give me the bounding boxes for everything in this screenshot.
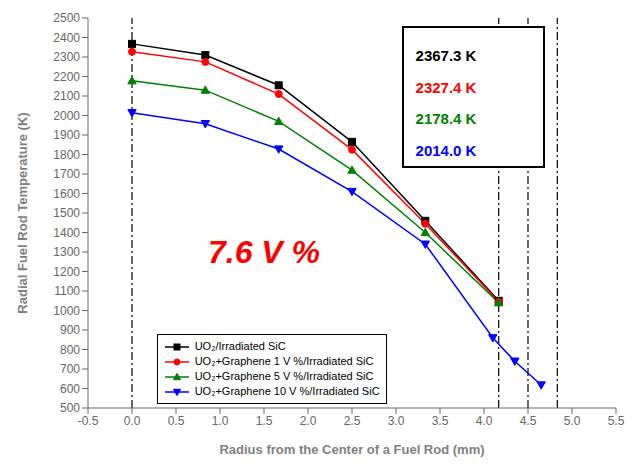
svg-text:1700: 1700 xyxy=(53,167,80,181)
svg-text:1900: 1900 xyxy=(53,128,80,142)
svg-text:2100: 2100 xyxy=(53,89,80,103)
svg-text:2000: 2000 xyxy=(53,109,80,123)
svg-text:4.5: 4.5 xyxy=(520,414,537,428)
html-text:UO₂+Graphene 5 V %/Irradiated: UO₂+Graphene 5 V %/Irradiated SiC xyxy=(194,370,374,383)
svg-text:2200: 2200 xyxy=(53,70,80,84)
html-text:UO₂+Graphene 1 V %/Irradiated: UO₂+Graphene 1 V %/Irradiated SiC xyxy=(194,355,374,368)
svg-text:2.0: 2.0 xyxy=(300,414,317,428)
svg-text:1400: 1400 xyxy=(53,226,80,240)
svg-text:1.0: 1.0 xyxy=(212,414,229,428)
svg-text:600: 600 xyxy=(60,382,80,396)
svg-text:900: 900 xyxy=(60,323,80,337)
svg-text:1600: 1600 xyxy=(53,187,80,201)
svg-text:1300: 1300 xyxy=(53,245,80,259)
svg-text:2400: 2400 xyxy=(53,31,80,45)
svg-text:2500: 2500 xyxy=(53,11,80,25)
svg-text:1500: 1500 xyxy=(53,206,80,220)
svg-text:0.5: 0.5 xyxy=(168,414,185,428)
svg-text:1100: 1100 xyxy=(54,284,80,298)
svg-text:-0.5: -0.5 xyxy=(78,414,99,428)
svg-text:0.0: 0.0 xyxy=(124,414,141,428)
svg-text:1000: 1000 xyxy=(53,304,80,318)
svg-text:1800: 1800 xyxy=(53,148,80,162)
svg-text:1200: 1200 xyxy=(53,265,80,279)
svg-text:500: 500 xyxy=(60,401,80,415)
html-text:2014.0 K: 2014.0 K xyxy=(415,141,477,159)
svg-text:3.0: 3.0 xyxy=(388,414,405,428)
svg-text:700: 700 xyxy=(60,362,80,376)
svg-text:Radius from the Center of a Fu: Radius from the Center of a Fuel Rod (mm… xyxy=(219,442,484,457)
svg-text:800: 800 xyxy=(60,343,80,357)
svg-text:5.0: 5.0 xyxy=(564,414,581,428)
html-text:UO₂/Irradiated SiC: UO₂/Irradiated SiC xyxy=(194,340,286,353)
html-text:UO₂+Graphene 10 V %/Irradiated: UO₂+Graphene 10 V %/Irradiated SiC xyxy=(194,385,380,398)
html-text:2327.4 K: 2327.4 K xyxy=(415,78,477,96)
svg-text:4.0: 4.0 xyxy=(476,414,493,428)
svg-text:3.5: 3.5 xyxy=(432,414,449,428)
svg-text:1.5: 1.5 xyxy=(256,414,273,428)
svg-text:2300: 2300 xyxy=(53,50,80,64)
html-text:2367.3 K: 2367.3 K xyxy=(415,46,477,64)
svg-text:5.5: 5.5 xyxy=(608,414,625,428)
svg-text:Radial Fuel Rod Temperature (K: Radial Fuel Rod Temperature (K) xyxy=(15,112,30,313)
svg-text:7.6 V %: 7.6 V % xyxy=(208,234,320,270)
svg-text:2.5: 2.5 xyxy=(344,414,361,428)
html-text:2178.4 K: 2178.4 K xyxy=(415,109,477,127)
